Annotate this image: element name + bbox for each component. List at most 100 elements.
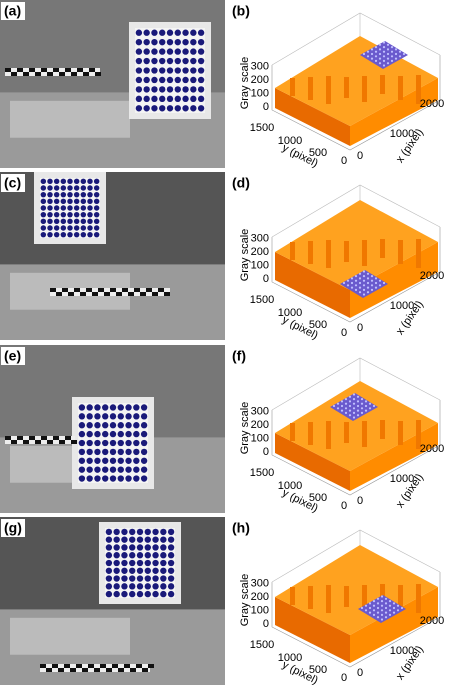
board-dot [190, 57, 197, 65]
board-dot [53, 218, 60, 225]
board-dot [152, 559, 159, 567]
board-dot [152, 583, 159, 590]
board-dot [144, 528, 151, 536]
board-dot [73, 191, 80, 198]
board-dot [80, 191, 87, 198]
board-dot [47, 185, 53, 191]
axis-box [271, 227, 441, 323]
board-dot [174, 57, 181, 65]
board-dot [86, 475, 93, 482]
patch-dot [378, 284, 382, 287]
board-dot [93, 225, 100, 231]
strip-cell [118, 668, 124, 672]
board-dot [174, 105, 181, 112]
board-dot [117, 466, 124, 473]
patch-dot [376, 602, 380, 605]
z-tick-label: 100 [251, 259, 269, 271]
patch-dot [382, 55, 386, 58]
board-dot [174, 95, 181, 103]
board-dot [174, 67, 181, 74]
patch-dot [376, 616, 380, 619]
z-axis-label: Gray scale [239, 574, 251, 627]
board-dot [166, 67, 174, 74]
surface-spike [326, 240, 331, 268]
x-tick-label: 1000 [390, 300, 414, 312]
board-dot [102, 422, 109, 429]
patch-dot [362, 275, 366, 278]
board-dot [53, 191, 60, 198]
strip-cell [146, 288, 152, 292]
board-dot [143, 57, 150, 65]
board-dot [109, 439, 117, 447]
patch-dot [348, 414, 352, 417]
board-dot [67, 211, 73, 218]
board-dot [86, 466, 93, 473]
board-dot [60, 198, 67, 205]
board-dot [67, 205, 73, 211]
board-dot [105, 544, 113, 551]
board-dot [109, 430, 117, 438]
board-dot [140, 466, 148, 473]
strip-cell [110, 288, 116, 292]
panel-label: (e) [4, 348, 21, 364]
board-dot [53, 225, 60, 231]
pattern-patch [360, 41, 408, 69]
patch-dot [362, 284, 366, 287]
surface-spike [308, 422, 313, 445]
board-dot [182, 86, 189, 93]
board-dot [133, 475, 140, 482]
board-dot [40, 178, 47, 185]
y-tick-label: 1500 [250, 639, 274, 651]
board-dot [135, 95, 143, 103]
board-dot [53, 198, 60, 205]
board-dot [87, 211, 93, 218]
board-dot [152, 528, 159, 536]
surface-spike [290, 423, 295, 441]
board-dot [129, 575, 136, 582]
patch-dot [348, 395, 352, 398]
board-dot [87, 178, 93, 185]
patch-dot [364, 400, 368, 403]
board-dot [105, 528, 113, 536]
board-dot [159, 95, 166, 103]
strip-cell [11, 440, 17, 444]
patch-dot [352, 393, 356, 396]
board-dot [167, 544, 175, 551]
strip-cell [77, 68, 83, 72]
patch-dot [366, 291, 370, 294]
strip-cell [46, 668, 52, 672]
board-dot [87, 185, 93, 191]
board-dot [47, 178, 53, 185]
board-dot [140, 448, 148, 456]
strip-cell [94, 668, 100, 672]
board-dot [93, 198, 100, 205]
patch-dot [364, 404, 368, 408]
surface-spike [398, 76, 403, 100]
board-dot [144, 536, 151, 543]
board-dot [182, 48, 189, 55]
board-dot [136, 590, 144, 598]
y-tick-label: 500 [309, 664, 327, 676]
patch-dot [394, 48, 398, 51]
y-tick-label: 500 [309, 147, 327, 159]
surface-spike [362, 240, 367, 266]
patch-dot [360, 402, 364, 405]
panel-label: (h) [232, 520, 250, 536]
board-dot [102, 413, 109, 420]
board-dot [113, 536, 120, 543]
surface-side [275, 88, 350, 146]
y-tick-label: 500 [309, 319, 327, 331]
board-dot [121, 536, 128, 543]
z-tick-label: 300 [251, 232, 269, 244]
patch-dot [394, 52, 398, 56]
strip-cell [95, 72, 101, 76]
board-dot [167, 583, 175, 590]
patch-dot [344, 411, 348, 414]
board-dot [144, 575, 151, 582]
board-dot [190, 105, 197, 112]
strip-cell [100, 664, 106, 668]
board-dot [140, 422, 148, 429]
board-dot [121, 528, 128, 536]
board-dot [125, 475, 132, 482]
patch-dot [386, 52, 390, 56]
